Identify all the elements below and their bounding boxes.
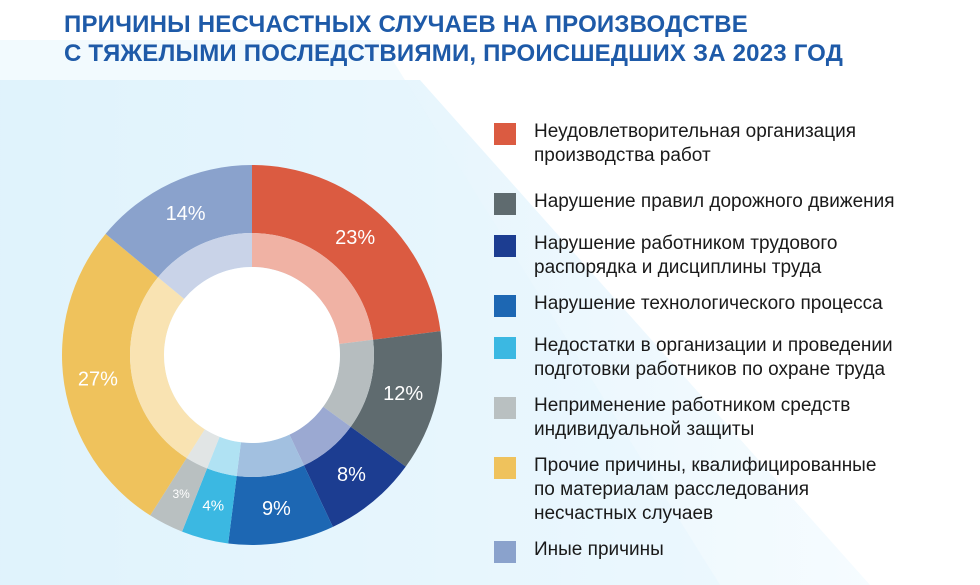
slice-8-inner (157, 233, 252, 299)
slice-6-inner (186, 429, 220, 469)
legend-item-4: Нарушение технологического процесса (494, 292, 883, 317)
slice-3-outer (303, 426, 406, 527)
slice-4-outer (228, 465, 333, 546)
slice-4-inner (236, 434, 304, 477)
legend-swatch (494, 193, 516, 215)
legend-label: Недостатки в организации и проведении по… (534, 335, 893, 380)
slice-1-inner (252, 233, 374, 344)
slice-2-value-label: 12% (383, 383, 423, 405)
legend-label: Нарушение правил дорожного движения (534, 191, 895, 212)
legend-label: Неприменение работником средств индивиду… (534, 395, 851, 440)
slice-5-inner (207, 436, 241, 477)
slice-3-value-label: 8% (337, 464, 366, 486)
legend-swatch (494, 235, 516, 257)
legend-item-6: Неприменение работником средств индивиду… (494, 394, 850, 442)
legend-item-2: Нарушение правил дорожного движения (494, 190, 895, 215)
legend-item-7: Прочие причины, квалифицированные по мат… (494, 454, 876, 526)
slice-6-value-label: 3% (173, 487, 191, 501)
slice-7-value-label: 27% (78, 368, 118, 390)
legend-swatch (494, 123, 516, 145)
slice-3-inner (289, 406, 351, 466)
slice-6-outer (150, 458, 208, 532)
legend-item-5: Недостатки в организации и проведении по… (494, 334, 893, 382)
slice-1-outer (252, 165, 441, 340)
slice-8-outer (105, 165, 253, 278)
legend-swatch (494, 337, 516, 359)
legend-swatch (494, 295, 516, 317)
legend-label: Прочие причины, квалифицированные по мат… (534, 455, 877, 524)
slice-5-value-label: 4% (202, 498, 224, 515)
legend-swatch (494, 397, 516, 419)
legend-label: Иные причины (534, 539, 664, 560)
legend-label: Нарушение технологического процесса (534, 293, 883, 314)
donut-hole (164, 267, 340, 443)
slice-2-inner (323, 339, 374, 427)
legend-label: Неудовлетворительная организация произво… (534, 121, 857, 166)
legend-swatch (494, 457, 516, 479)
chart-title-line-1: ПРИЧИНЫ НЕСЧАСТНЫХ СЛУЧАЕВ НА ПРОИЗВОДСТ… (64, 11, 748, 38)
slice-8-value-label: 14% (166, 203, 206, 225)
legend-item-3: Нарушение работником трудового распорядк… (494, 232, 837, 280)
slice-2-outer (350, 331, 442, 467)
chart-title-line-2: С ТЯЖЕЛЫМИ ПОСЛЕДСТВИЯМИ, ПРОИСШЕДШИХ ЗА… (64, 40, 844, 67)
legend-swatch (494, 541, 516, 563)
chart-title: ПРИЧИНЫ НЕСЧАСТНЫХ СЛУЧАЕВ НА ПРОИЗВОДСТ… (64, 10, 924, 68)
slice-5-outer (182, 468, 237, 544)
slice-1-value-label: 23% (335, 227, 375, 249)
legend-item-1: Неудовлетворительная организация произво… (494, 120, 856, 168)
slice-7-inner (129, 277, 205, 459)
legend-item-8: Иные причины (494, 538, 664, 563)
legend-label: Нарушение работником трудового распорядк… (534, 233, 838, 278)
slice-4-value-label: 9% (262, 498, 291, 520)
slice-7-outer (61, 233, 187, 516)
